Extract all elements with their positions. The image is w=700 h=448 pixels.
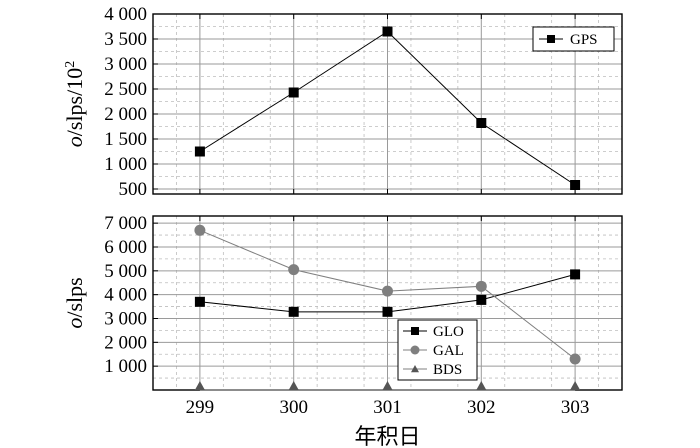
y-tick-label: 3 000 (104, 54, 147, 75)
data-point-gps (382, 26, 393, 37)
y-tick-label: 7 000 (104, 213, 147, 234)
data-point-gps (476, 118, 487, 128)
data-point-bds (288, 381, 299, 390)
data-point-gps (570, 180, 581, 190)
x-tick-label: 301 (373, 397, 402, 418)
y-tick-label: 3 000 (104, 308, 147, 329)
legend-marker-bds (411, 365, 419, 373)
y-axis-title-text: /slps/10 (62, 68, 87, 136)
y-tick-label: 5 000 (104, 261, 147, 282)
y-axis-title-italic: o (62, 318, 87, 329)
y-axis-title: o/slps/102 (62, 61, 87, 147)
legend-marker-gal (410, 345, 420, 355)
legend-marker-glo (411, 327, 419, 335)
y-tick-label: 4 000 (104, 4, 147, 25)
data-point-bds (476, 381, 487, 390)
legend-label-glo: GLO (433, 324, 464, 340)
data-point-glo (382, 306, 393, 317)
y-tick-label: 2 000 (104, 332, 147, 353)
x-tick-label: 300 (279, 397, 308, 418)
y-tick-label: 2 500 (104, 79, 147, 100)
x-axis-title: 年积日 (354, 424, 420, 448)
data-point-gal (475, 280, 487, 292)
legend-label-gps: GPS (570, 32, 598, 48)
legend-label-bds: BDS (433, 362, 462, 378)
top-chart-gps: 500 1 000 1 500 2 000 2 500 3 000 3 500 4 000 o/… (62, 4, 623, 200)
legend-marker-gps (547, 35, 555, 43)
data-point-gps (194, 146, 205, 157)
x-tick-label: 303 (561, 397, 590, 418)
data-point-gps (288, 87, 299, 98)
data-point-glo (476, 294, 487, 305)
y-axis-title: o/slps (62, 277, 87, 328)
data-point-glo (570, 269, 581, 280)
y-tick-label: 3 500 (104, 29, 147, 50)
data-point-bds (194, 381, 205, 390)
y-axis-title-superscript: 2 (63, 61, 78, 68)
x-tick-label: 302 (467, 397, 496, 418)
y-tick-label: 4 000 (104, 285, 147, 306)
data-point-bds (570, 381, 581, 390)
y-tick-label: 2 000 (104, 104, 147, 125)
data-point-gal (194, 224, 206, 236)
data-point-glo (194, 296, 205, 307)
data-point-bds (382, 381, 393, 390)
data-point-glo (288, 306, 299, 317)
y-tick-label: 6 000 (104, 237, 147, 258)
y-axis-title-italic: o (62, 136, 87, 147)
y-tick-label: 1 500 (104, 129, 147, 150)
data-point-gal (382, 285, 393, 297)
y-tick-label: 1 000 (104, 356, 147, 377)
y-tick-label: 1 000 (104, 154, 147, 175)
legend-label-gal: GAL (433, 343, 464, 359)
y-tick-label: 500 (119, 179, 148, 200)
data-point-gal (569, 353, 581, 365)
data-point-gal (288, 264, 300, 276)
x-tick-label: 299 (186, 397, 215, 418)
y-axis-title-text: /slps (62, 277, 87, 317)
